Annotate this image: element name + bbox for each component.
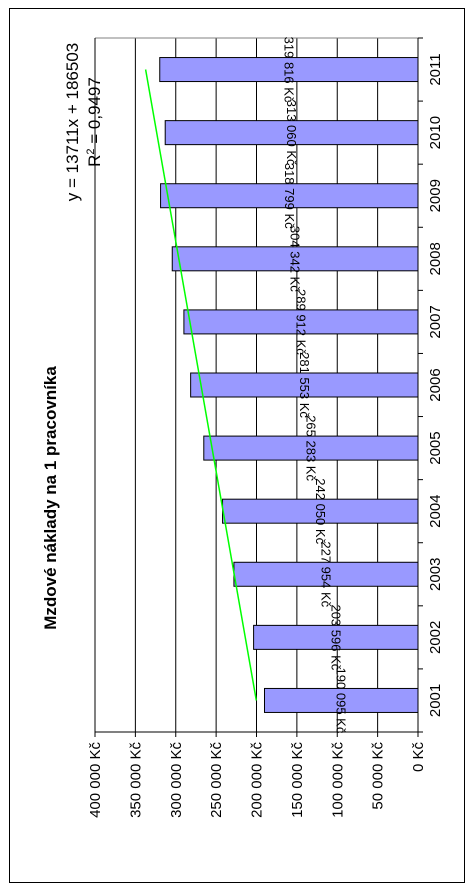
data-label: 318 799 Kč [282,163,297,229]
trend-equation-group: y = 13711x + 186503 [63,43,82,202]
category-tick-label: 2002 [427,621,444,654]
trendline-group [144,69,258,701]
trend-r2-group: R2 = 0,9497 [85,77,104,167]
data-label: 242 050 Kč [313,478,328,544]
category-tick-label: 2011 [427,53,444,85]
trend-r2-prefix: R [85,155,104,167]
trendline [144,69,258,701]
data-label: 190 095 Kč [334,668,349,734]
category-tick-label: 2008 [427,242,444,275]
data-label: 304 342 Kč [288,226,303,292]
bar [159,57,419,83]
bars [159,57,419,713]
data-label: 313 060 Kč [284,100,299,166]
bar [203,435,419,461]
data-label: 227 954 Kč [318,541,333,607]
category-tick-label: 2006 [427,368,444,401]
category-tick-label: 2003 [427,558,444,591]
bar [164,120,419,146]
axes [94,37,423,737]
tick-labels: 0 Kč 50 000 Kč 100 000 Kč 150 000 Kč 200 000… [87,53,444,817]
bar [171,246,419,272]
bar [183,309,419,335]
value-tick-label: 400 000 Kč [87,742,104,818]
category-tick-label: 2005 [427,431,444,464]
value-tick-label: 0 Kč [410,742,427,773]
bar [263,687,419,713]
category-tick-label: 2007 [427,305,444,338]
value-tick-label: 300 000 Kč [168,742,185,818]
data-label: 289 912 Kč [293,289,308,355]
value-tick-label: 350 000 Kč [127,742,144,818]
category-tick-label: 2009 [427,179,444,212]
value-tick-label: 200 000 Kč [249,742,266,818]
value-tick-label: 50 000 Kč [370,742,387,810]
trend-equation: y = 13711x + 186503 [63,43,82,202]
trend-r2-rest: = 0,9497 [85,77,104,148]
data-label: 265 283 Kč [303,415,318,481]
data-label: 319 816 Kč [281,37,296,103]
data-label: 203 596 Kč [328,604,343,670]
value-tick-label: 250 000 Kč [208,742,225,818]
trend-r2-sup: 2 [85,148,97,154]
category-tick-label: 2010 [427,116,444,149]
data-label: 281 553 Kč [297,352,312,418]
bar [190,372,419,398]
category-tick-label: 2004 [427,494,444,527]
trend-r2: R2 = 0,9497 [85,77,104,167]
value-tick-label: 150 000 Kč [289,742,306,818]
chart-title: Mzdové náklady na 1 pracovníka [41,366,60,630]
category-tick-label: 2001 [427,684,444,717]
value-tick-label: 100 000 Kč [329,742,346,818]
